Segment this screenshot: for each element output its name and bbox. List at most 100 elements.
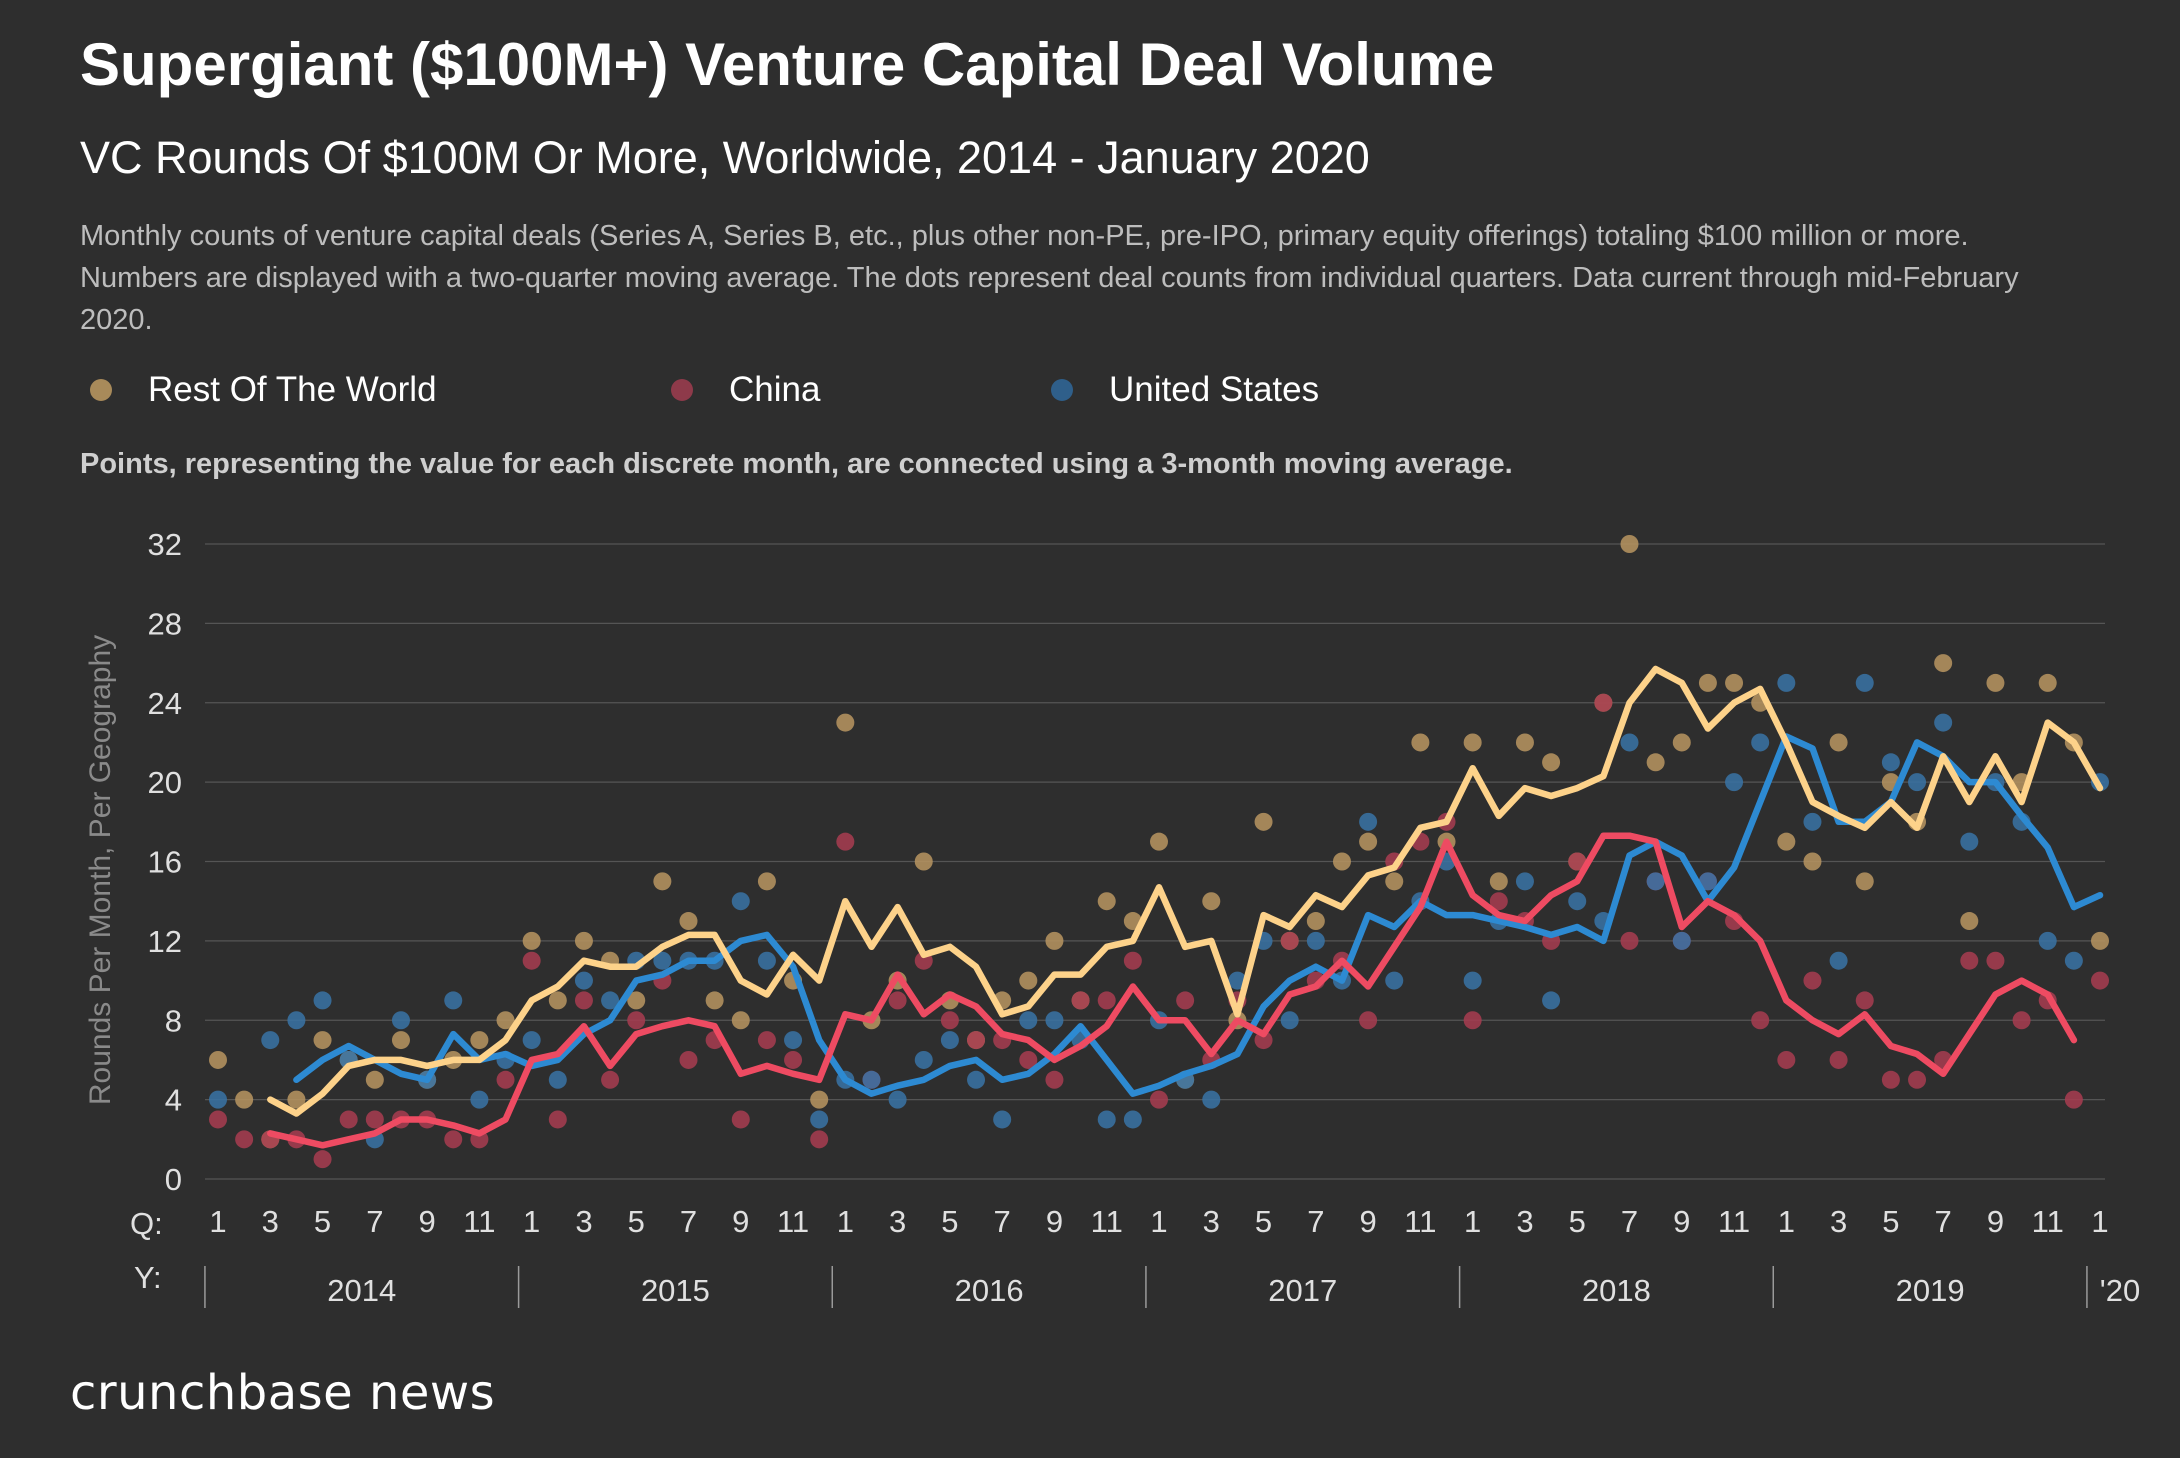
legend-label-rest: Rest Of The World	[148, 370, 437, 409]
data-point-us	[1672, 931, 1691, 950]
data-point-us	[313, 991, 332, 1010]
x-tick-label: 9	[1673, 1204, 1690, 1239]
data-point-rest	[810, 1090, 829, 1109]
data-point-rest	[1332, 852, 1351, 871]
y-axis-label: Rounds Per Month, Per Geography	[84, 635, 117, 1105]
data-point-us	[601, 991, 620, 1010]
x-tick-label: 11	[1404, 1204, 1436, 1239]
x-tick-label: 1	[209, 1204, 226, 1239]
brand-logo-text: crunchbase news	[70, 1365, 496, 1421]
data-point-china	[1594, 693, 1613, 712]
x-tick-label: 3	[575, 1204, 592, 1239]
x-tick-label: 3	[1830, 1204, 1847, 1239]
data-point-china	[1150, 1090, 1168, 1109]
data-point-china	[627, 1011, 646, 1030]
legend-dot-china-icon	[671, 379, 693, 401]
x-tick-label: 9	[418, 1204, 435, 1239]
year-label: '20	[2100, 1273, 2140, 1308]
data-point-us	[1202, 1090, 1221, 1109]
data-point-us	[444, 991, 463, 1010]
data-point-rest	[836, 713, 855, 732]
data-point-rest	[1777, 832, 1796, 851]
legend-item-rest-of-the-world: Rest Of The World	[90, 370, 437, 410]
data-point-rest	[1672, 733, 1691, 752]
data-point-rest	[705, 991, 724, 1010]
data-point-rest	[1542, 753, 1561, 772]
data-point-china	[679, 1050, 698, 1069]
data-point-china	[1568, 852, 1587, 871]
data-point-rest	[1829, 733, 1848, 752]
data-point-rest	[365, 1070, 384, 1089]
x-tick-label: 5	[1255, 1204, 1272, 1239]
data-point-us	[1725, 773, 1744, 792]
data-point-china	[940, 1011, 959, 1030]
data-point-china	[365, 1110, 384, 1129]
data-point-us	[1751, 733, 1770, 752]
data-point-rest	[679, 912, 698, 931]
data-point-us	[810, 1110, 829, 1129]
chart-note: Points, representing the value for each …	[80, 448, 1513, 480]
data-point-rest	[1254, 812, 1273, 831]
data-point-china	[1019, 1050, 1038, 1069]
data-point-china	[1071, 991, 1090, 1010]
data-point-rest	[1698, 673, 1717, 692]
data-point-rest	[1934, 654, 1953, 673]
x-tick-label: 11	[1091, 1204, 1123, 1239]
data-point-rest	[1515, 733, 1534, 752]
data-point-us	[1881, 753, 1900, 772]
x-tick-label: 9	[1359, 1204, 1376, 1239]
x-tick-label: 1	[1778, 1204, 1795, 1239]
data-point-us	[1463, 971, 1482, 990]
data-point-rest	[757, 872, 776, 891]
data-point-rest	[2091, 931, 2109, 950]
x-tick-label: 3	[1203, 1204, 1220, 1239]
data-point-china	[339, 1110, 358, 1129]
data-point-us	[1568, 892, 1587, 911]
data-point-china	[1280, 931, 1299, 950]
data-point-us	[1855, 673, 1874, 692]
legend-item-china: China	[671, 370, 820, 410]
x-tick-label: 5	[941, 1204, 958, 1239]
data-point-rest	[313, 1031, 332, 1050]
data-point-rest	[391, 1031, 410, 1050]
data-point-rest	[1306, 912, 1325, 931]
data-point-china	[1463, 1011, 1482, 1030]
data-point-china	[2064, 1090, 2083, 1109]
y-tick-label: 8	[165, 1003, 182, 1038]
data-point-us	[1123, 1110, 1142, 1129]
data-point-us	[2064, 951, 2083, 970]
data-point-rest	[1489, 872, 1508, 891]
data-point-us	[1777, 673, 1796, 692]
year-label: 2014	[327, 1273, 396, 1308]
x-tick-label: 9	[732, 1204, 749, 1239]
data-point-china	[209, 1110, 227, 1129]
data-point-china	[784, 1050, 803, 1069]
data-point-us	[1620, 733, 1639, 752]
data-point-china	[1123, 951, 1142, 970]
y-tick-label: 12	[148, 924, 182, 959]
chart-subtitle: VC Rounds Of $100M Or More, Worldwide, 2…	[80, 132, 1370, 183]
data-point-rest	[522, 931, 541, 950]
x-tick-label: 3	[1516, 1204, 1533, 1239]
x-tick-label: 7	[1307, 1204, 1324, 1239]
data-point-us	[1698, 872, 1717, 891]
data-point-china	[757, 1031, 776, 1050]
data-point-china	[601, 1070, 620, 1089]
series-line-rest	[267, 665, 2104, 1117]
series-line-china	[267, 832, 2078, 1149]
year-label: 2016	[955, 1273, 1024, 1308]
data-point-china	[1908, 1070, 1927, 1089]
data-point-china	[548, 1110, 567, 1129]
data-point-rest	[1803, 852, 1822, 871]
data-point-china	[2012, 1011, 2031, 1030]
data-point-china	[1803, 971, 1822, 990]
data-point-rest	[2038, 673, 2057, 692]
x-tick-label: 5	[1569, 1204, 1586, 1239]
data-point-us	[1542, 991, 1561, 1010]
x-tick-label: 5	[314, 1204, 331, 1239]
year-label: 2017	[1268, 1273, 1337, 1308]
y-tick-label: 16	[148, 845, 182, 880]
x-tick-label: 7	[366, 1204, 383, 1239]
